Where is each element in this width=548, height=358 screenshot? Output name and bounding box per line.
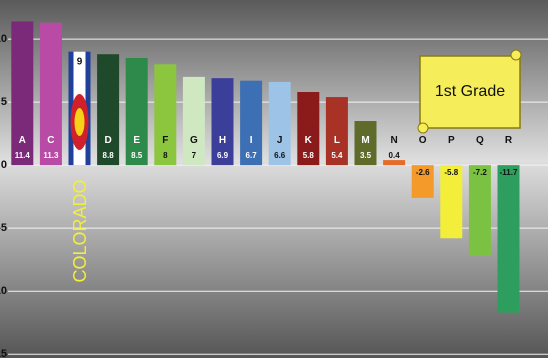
bar — [297, 92, 320, 166]
x-tick-label: Q — [476, 135, 484, 146]
x-tick-label: M — [361, 135, 369, 146]
value-label: 6.9 — [217, 151, 229, 160]
value-label: 0.4 — [389, 151, 401, 160]
bar — [354, 121, 377, 166]
bar — [39, 22, 62, 166]
x-tick-label: J — [277, 135, 283, 146]
y-tick-label: -15 — [0, 348, 7, 358]
value-label: 5.4 — [331, 151, 343, 160]
x-tick-label: A — [19, 135, 26, 146]
bar — [440, 165, 463, 239]
grade-scroll: 1st Grade — [417, 49, 522, 134]
value-label: 9 — [77, 56, 83, 67]
bar — [240, 80, 263, 166]
y-tick-label: -10 — [0, 285, 7, 297]
value-label: -11.7 — [500, 168, 518, 177]
x-tick-label: E — [133, 135, 140, 146]
x-tick-label: K — [305, 135, 313, 146]
bar — [97, 54, 120, 166]
value-label: 11.3 — [43, 151, 59, 160]
bar — [411, 165, 434, 198]
x-tick-label: F — [162, 135, 168, 146]
value-label: 6.6 — [274, 151, 286, 160]
value-label: -5.8 — [444, 168, 458, 177]
value-label: 7 — [192, 151, 197, 160]
y-tick-label: -5 — [0, 222, 7, 234]
value-label: 11.4 — [15, 151, 31, 160]
bar — [325, 97, 348, 166]
x-tick-label: C — [47, 135, 54, 146]
x-tick-label: H — [219, 135, 226, 146]
value-label: 8 — [163, 151, 168, 160]
x-tick-label: I — [250, 135, 253, 146]
x-tick-label: P — [448, 135, 455, 146]
x-tick-label: L — [334, 135, 340, 146]
x-tick-label: G — [190, 135, 198, 146]
bar — [468, 165, 491, 256]
flag-disk — [74, 108, 85, 137]
bar — [125, 57, 148, 166]
x-tick-label: N — [390, 135, 397, 146]
value-label: -2.6 — [416, 168, 430, 177]
grade-label: 1st Grade — [435, 83, 505, 100]
bar — [497, 165, 520, 313]
x-tick-label: R — [505, 135, 513, 146]
bar — [268, 81, 291, 166]
colorado-label: COLORADO — [70, 179, 90, 282]
bar — [182, 76, 205, 166]
value-label: -7.2 — [473, 168, 487, 177]
bar — [211, 78, 234, 166]
value-label: 3.5 — [360, 151, 372, 160]
bar — [11, 21, 34, 166]
x-tick-label: O — [419, 135, 427, 146]
value-label: 5.8 — [303, 151, 315, 160]
x-tick-label: D — [104, 135, 111, 146]
bar — [154, 64, 177, 166]
y-tick-label: 0 — [1, 159, 7, 171]
y-tick-label: 10 — [0, 33, 7, 45]
y-tick-label: 5 — [1, 96, 7, 108]
value-label: 6.7 — [246, 151, 258, 160]
value-label: 8.8 — [103, 151, 115, 160]
bar — [383, 160, 406, 166]
value-label: 8.5 — [131, 151, 143, 160]
